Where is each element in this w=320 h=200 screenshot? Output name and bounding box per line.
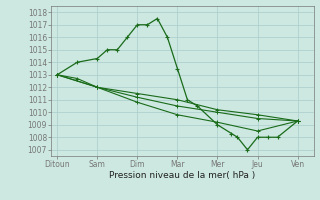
X-axis label: Pression niveau de la mer( hPa ): Pression niveau de la mer( hPa ) — [109, 171, 256, 180]
